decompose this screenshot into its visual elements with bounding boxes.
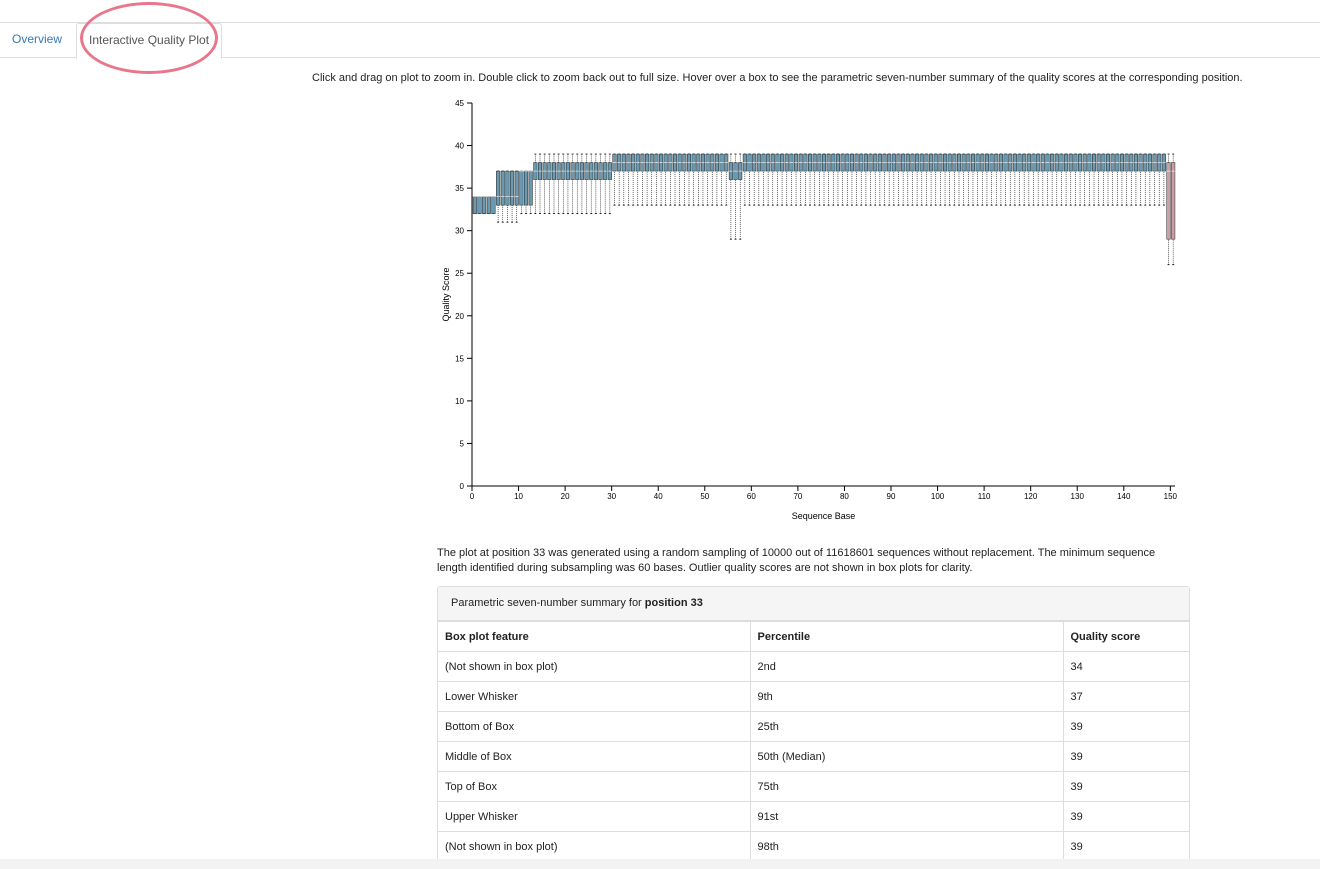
box bbox=[514, 170, 519, 206]
x-tick-label: 120 bbox=[1024, 492, 1038, 501]
y-axis-label: Quality Score bbox=[441, 267, 451, 321]
top-divider bbox=[0, 22, 1320, 23]
box bbox=[477, 196, 482, 214]
box bbox=[472, 196, 477, 214]
x-tick-label: 50 bbox=[700, 492, 709, 501]
x-tick-label: 10 bbox=[514, 492, 523, 501]
x-tick-label: 100 bbox=[931, 492, 945, 501]
percentile-cell: 98th bbox=[749, 831, 1064, 862]
footer-bar bbox=[0, 859, 1320, 869]
seven-number-summary-panel: Parametric seven-number summary for posi… bbox=[437, 586, 1190, 863]
summary-heading-position: position 33 bbox=[644, 597, 703, 609]
y-tick-label: 5 bbox=[460, 439, 465, 448]
box bbox=[496, 170, 501, 206]
table-row: Upper Whisker 91st 39 bbox=[438, 801, 1189, 832]
table-row: Lower Whisker 9th 37 bbox=[438, 681, 1189, 712]
y-tick-label: 25 bbox=[455, 269, 464, 278]
x-tick-label: 140 bbox=[1117, 492, 1131, 501]
table-row: Bottom of Box 25th 39 bbox=[438, 711, 1189, 742]
x-tick-label: 70 bbox=[793, 492, 802, 501]
summary-panel-heading: Parametric seven-number summary for posi… bbox=[438, 587, 1189, 621]
x-tick-label: 40 bbox=[654, 492, 663, 501]
x-tick-label: 80 bbox=[840, 492, 849, 501]
box bbox=[486, 196, 491, 214]
x-tick-label: 110 bbox=[978, 492, 991, 501]
table-row: Top of Box 75th 39 bbox=[438, 771, 1189, 802]
y-tick-label: 40 bbox=[455, 142, 464, 151]
x-tick-label: 90 bbox=[887, 492, 896, 501]
highlight-annotation-ellipse bbox=[80, 2, 218, 74]
x-tick-label: 20 bbox=[561, 492, 570, 501]
score-cell: 34 bbox=[1062, 651, 1189, 682]
box bbox=[505, 170, 510, 206]
percentile-cell: 91st bbox=[749, 801, 1064, 832]
box bbox=[1171, 162, 1176, 240]
summary-table: Box plot feature Percentile Quality scor… bbox=[438, 621, 1189, 862]
score-cell: 39 bbox=[1062, 741, 1189, 772]
table-header-row: Box plot feature Percentile Quality scor… bbox=[438, 621, 1189, 652]
box bbox=[528, 170, 533, 206]
feature-cell: Lower Whisker bbox=[438, 681, 751, 712]
x-axis-label: Sequence Base bbox=[792, 511, 856, 521]
column-header: Box plot feature bbox=[438, 621, 751, 652]
box bbox=[500, 170, 505, 206]
percentile-cell: 50th (Median) bbox=[749, 741, 1064, 772]
percentile-cell: 75th bbox=[749, 771, 1064, 802]
plot-instructions: Click and drag on plot to zoom in. Doubl… bbox=[312, 72, 1243, 84]
x-tick-label: 130 bbox=[1071, 492, 1085, 501]
box bbox=[491, 196, 496, 214]
percentile-cell: 2nd bbox=[749, 651, 1064, 682]
feature-cell: Middle of Box bbox=[438, 741, 751, 772]
quality-box-plot[interactable]: 0 5 10 15 20 25 30 35 40 45 0 10 20 30 40 50 60 70 80 90 100… bbox=[432, 92, 1192, 532]
x-tick-label: 150 bbox=[1164, 492, 1178, 501]
summary-heading-text: Parametric seven-number summary for bbox=[451, 597, 645, 609]
feature-cell: Top of Box bbox=[438, 771, 751, 802]
box bbox=[1166, 162, 1171, 240]
percentile-cell: 9th bbox=[749, 681, 1064, 712]
tab-overview[interactable]: Overview bbox=[12, 32, 63, 46]
score-cell: 37 bbox=[1062, 681, 1189, 712]
box bbox=[524, 170, 529, 206]
y-tick-label: 15 bbox=[455, 354, 464, 363]
x-tick-label: 0 bbox=[470, 492, 475, 501]
y-tick-label: 45 bbox=[455, 99, 464, 108]
feature-cell: (Not shown in box plot) bbox=[438, 831, 751, 862]
y-tick-label: 30 bbox=[455, 227, 464, 236]
score-cell: 39 bbox=[1062, 801, 1189, 832]
table-row: (Not shown in box plot) 98th 39 bbox=[438, 831, 1189, 862]
score-cell: 39 bbox=[1062, 711, 1189, 742]
feature-cell: Bottom of Box bbox=[438, 711, 751, 742]
y-tick-label: 10 bbox=[455, 397, 464, 406]
x-tick-label: 60 bbox=[747, 492, 756, 501]
feature-cell: Upper Whisker bbox=[438, 801, 751, 832]
x-tick-label: 30 bbox=[607, 492, 616, 501]
feature-cell: (Not shown in box plot) bbox=[438, 651, 751, 682]
box bbox=[482, 196, 487, 214]
column-header: Quality score bbox=[1062, 621, 1189, 652]
table-row: Middle of Box 50th (Median) 39 bbox=[438, 741, 1189, 772]
y-tick-label: 35 bbox=[455, 184, 464, 193]
score-cell: 39 bbox=[1062, 771, 1189, 802]
sampling-description: The plot at position 33 was generated us… bbox=[437, 547, 1156, 574]
table-row: (Not shown in box plot) 2nd 34 bbox=[438, 651, 1189, 682]
score-cell: 39 bbox=[1062, 831, 1189, 862]
y-tick-label: 0 bbox=[460, 482, 465, 491]
box bbox=[510, 170, 515, 206]
y-tick-label: 20 bbox=[455, 312, 464, 321]
box bbox=[519, 170, 524, 206]
column-header: Percentile bbox=[749, 621, 1064, 652]
percentile-cell: 25th bbox=[749, 711, 1064, 742]
